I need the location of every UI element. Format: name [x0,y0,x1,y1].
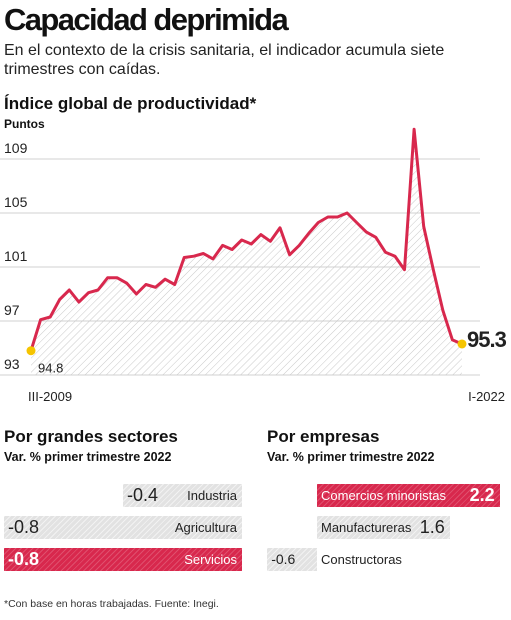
sector-bar [4,548,242,571]
chart-unit: Puntos [4,117,45,131]
company-bar [317,516,450,539]
y-tick-label: 101 [4,248,28,264]
sector-bar-value: -0.4 [127,485,159,505]
company-bar-value: 1.6 [419,517,445,537]
company-bar-label: Constructoras [321,552,402,567]
page-title: Capacidad deprimida [4,2,289,37]
sectors-subtitle: Var. % primer trimestre 2022 [4,450,172,464]
company-bar-value: 2.2 [469,485,495,505]
sector-bar-label: Industria [187,488,237,503]
company-bar-value: -0.6 [271,551,296,567]
productivity-chart: 93 97 101 105 109 94.8 95.3 III-2009 I-2022 [0,127,508,404]
sector-bar-value: -0.8 [8,517,40,537]
start-marker [26,346,36,356]
y-tick-label: 97 [4,302,20,318]
company-bar-label: Manufactureras [321,520,412,535]
company-bar [267,548,317,571]
end-value-label: 95.3 [467,327,507,352]
sector-bar-label: Agricultura [174,520,237,535]
chart-area-fill [31,129,462,375]
sector-bar [123,484,242,507]
x-axis-label-start: III-2009 [28,389,72,404]
footnote: *Con base en horas trabajadas. Fuente: I… [4,598,219,610]
company-bar-label: Comercios minoristas [321,488,446,503]
y-tick-label: 109 [4,140,28,156]
chart-title: Índice global de productividad* [4,94,257,113]
end-marker [457,339,467,349]
companies-title: Por empresas [267,427,380,446]
x-axis-label-end: I-2022 [468,389,505,404]
sector-bar-value: -0.8 [8,549,40,569]
start-value-label: 94.8 [38,361,63,376]
page-subtitle: En el contexto de la crisis sanitaria, e… [4,42,445,78]
companies-subtitle: Var. % primer trimestre 2022 [267,450,435,464]
y-tick-label: 105 [4,194,28,210]
sectors-title: Por grandes sectores [4,427,178,446]
sector-bar-label: Servicios [184,552,237,567]
y-tick-label: 93 [4,356,20,372]
sector-bar [4,516,242,539]
chart-series-line [29,127,464,353]
company-bar [317,484,500,507]
